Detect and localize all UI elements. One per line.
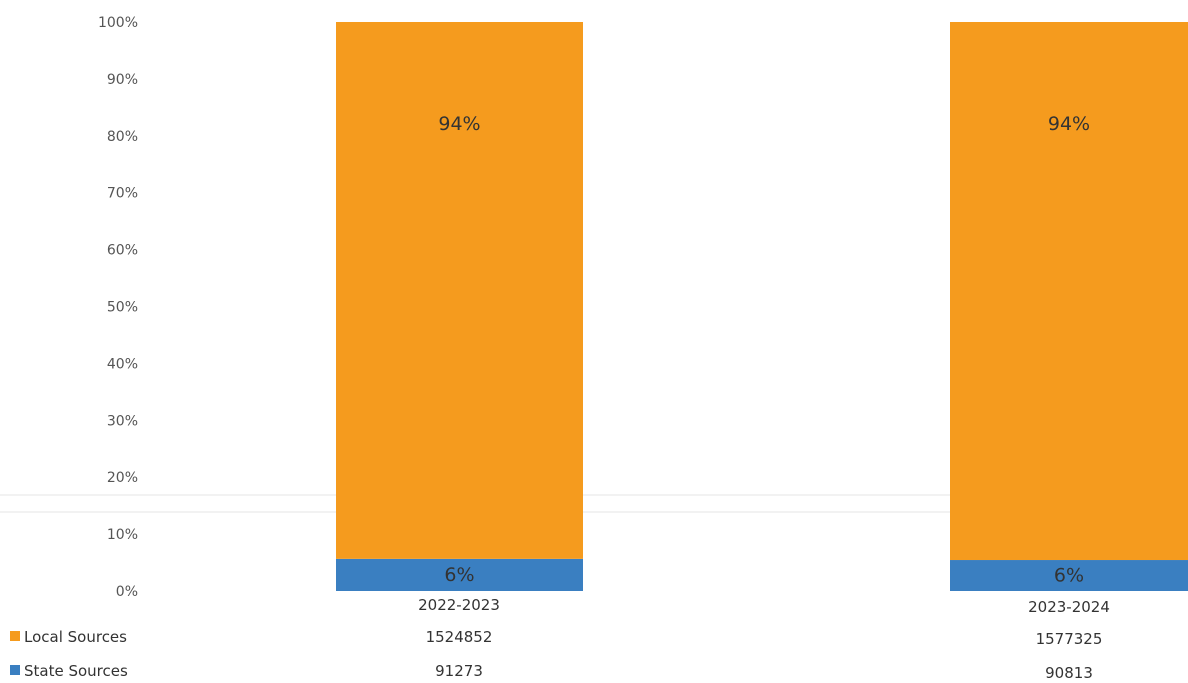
y-tick-label: 20% [107, 470, 138, 486]
bar-segment-state-sources [950, 560, 1188, 591]
category-label: 2022-2023 [418, 596, 500, 614]
y-tick-label: 10% [107, 527, 138, 543]
y-tick-label: 100% [98, 15, 138, 31]
data-label-local-sources: 94% [1048, 113, 1090, 135]
data-label-state-sources: 6% [444, 564, 474, 586]
y-tick-label: 90% [107, 72, 138, 88]
legend-label: Local Sources [24, 628, 127, 646]
legend-label: State Sources [24, 662, 128, 680]
data-label-state-sources: 6% [1054, 565, 1084, 587]
legend-key-local-sources [10, 631, 20, 641]
y-tick-label: 60% [107, 243, 138, 259]
data-label-local-sources: 94% [438, 113, 480, 135]
y-tick-label: 40% [107, 356, 138, 372]
table-value: 1577325 [1036, 630, 1103, 648]
y-tick-label: 80% [107, 129, 138, 145]
table-value: 91273 [435, 662, 483, 680]
legend-key-state-sources [10, 665, 20, 675]
y-tick-label: 50% [107, 300, 138, 316]
bar-segment-local-sources [336, 22, 583, 559]
y-tick-label: 30% [107, 413, 138, 429]
bar-segment-local-sources [950, 22, 1188, 561]
y-tick-label: 70% [107, 186, 138, 202]
table-value: 90813 [1045, 664, 1093, 682]
category-label: 2023-2024 [1028, 598, 1110, 616]
table-value: 1524852 [426, 628, 493, 646]
bar-segment-state-sources [336, 558, 583, 591]
y-tick-label: 0% [116, 584, 138, 600]
